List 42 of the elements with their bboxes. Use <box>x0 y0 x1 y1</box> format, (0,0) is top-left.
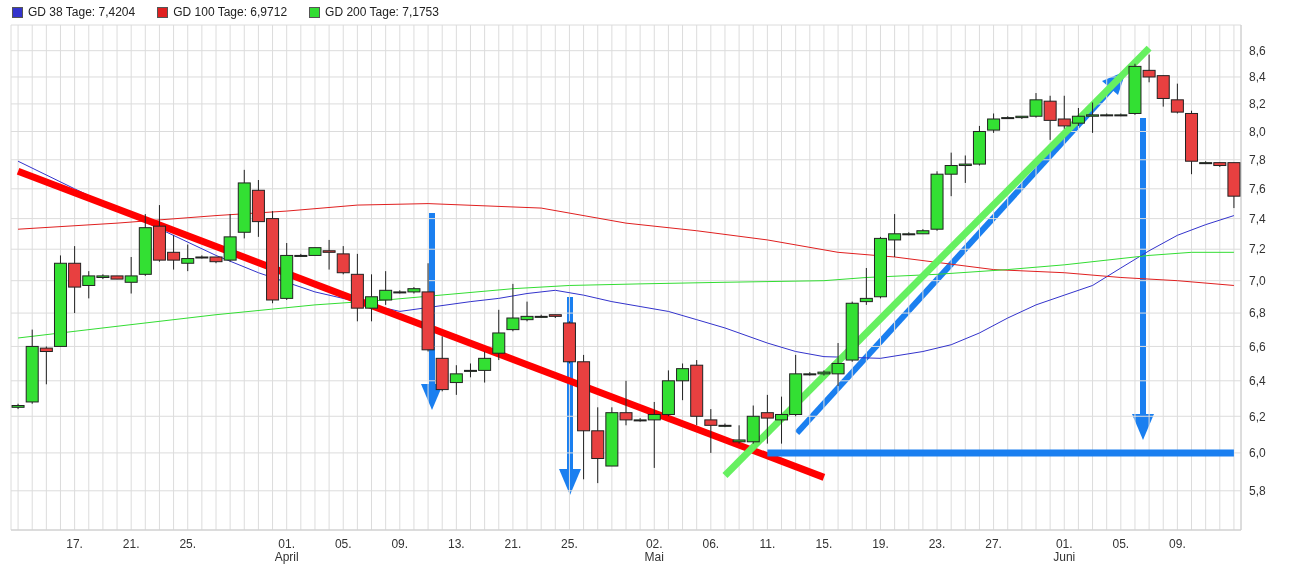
x-tick-label: 19. <box>872 537 889 551</box>
legend-label: GD 200 Tage: 7,1753 <box>325 5 439 19</box>
x-tick-label: 11. <box>759 537 776 551</box>
x-tick-label: 05. <box>334 537 352 551</box>
y-tick-label: 6,4 <box>1249 374 1267 389</box>
candlestick <box>336 245 350 275</box>
y-tick-label: 6,6 <box>1249 339 1267 354</box>
line-series <box>17 203 1235 286</box>
x-tick-label: 25. <box>561 537 578 551</box>
x-tick-label: 15. <box>815 537 833 551</box>
y-tick-label: 7,8 <box>1249 153 1267 168</box>
y-tick-label: 5,8 <box>1249 484 1267 499</box>
y-tick-label: 6,2 <box>1249 409 1267 424</box>
legend-label: GD 38 Tage: 7,4204 <box>28 5 136 19</box>
x-tick-label: 01. Juni <box>1053 537 1076 564</box>
y-tick-label: 6,8 <box>1249 306 1267 321</box>
x-tick-label: 09. <box>391 537 409 551</box>
y-tick-label: 7,2 <box>1249 242 1267 257</box>
y-tick-label: 7,4 <box>1249 211 1267 226</box>
x-tick-label: 23. <box>928 537 946 551</box>
y-tick-label: 6,0 <box>1249 446 1267 461</box>
x-tick-label: 05. <box>1112 537 1130 551</box>
x-tick-label: 21. <box>122 537 140 551</box>
candlestick <box>1170 83 1184 114</box>
y-tick-label: 8,6 <box>1249 43 1267 58</box>
x-tick-label: 21. <box>504 537 522 551</box>
y-tick-label: 8,0 <box>1249 124 1267 139</box>
y-tick-label: 8,2 <box>1249 97 1267 112</box>
y-tick-label: 7,0 <box>1249 273 1267 288</box>
y-tick-label: 7,6 <box>1249 182 1267 197</box>
x-tick-label: 09. <box>1169 537 1186 551</box>
x-tick-label: 27. <box>985 537 1002 551</box>
legend-label: GD 100 Tage: 6,9712 <box>173 5 288 19</box>
candlestick <box>492 309 506 361</box>
candlestick <box>859 267 873 306</box>
x-tick-label: 01. April <box>274 537 299 564</box>
x-tick-label: 25. <box>179 537 197 551</box>
y-tick-label: 8,4 <box>1249 70 1267 85</box>
x-tick-label: 06. <box>702 537 720 551</box>
x-tick-label: 17. <box>66 537 83 551</box>
x-tick-label: 02. Mai <box>644 537 664 564</box>
x-tick-label: 13. <box>448 537 465 551</box>
